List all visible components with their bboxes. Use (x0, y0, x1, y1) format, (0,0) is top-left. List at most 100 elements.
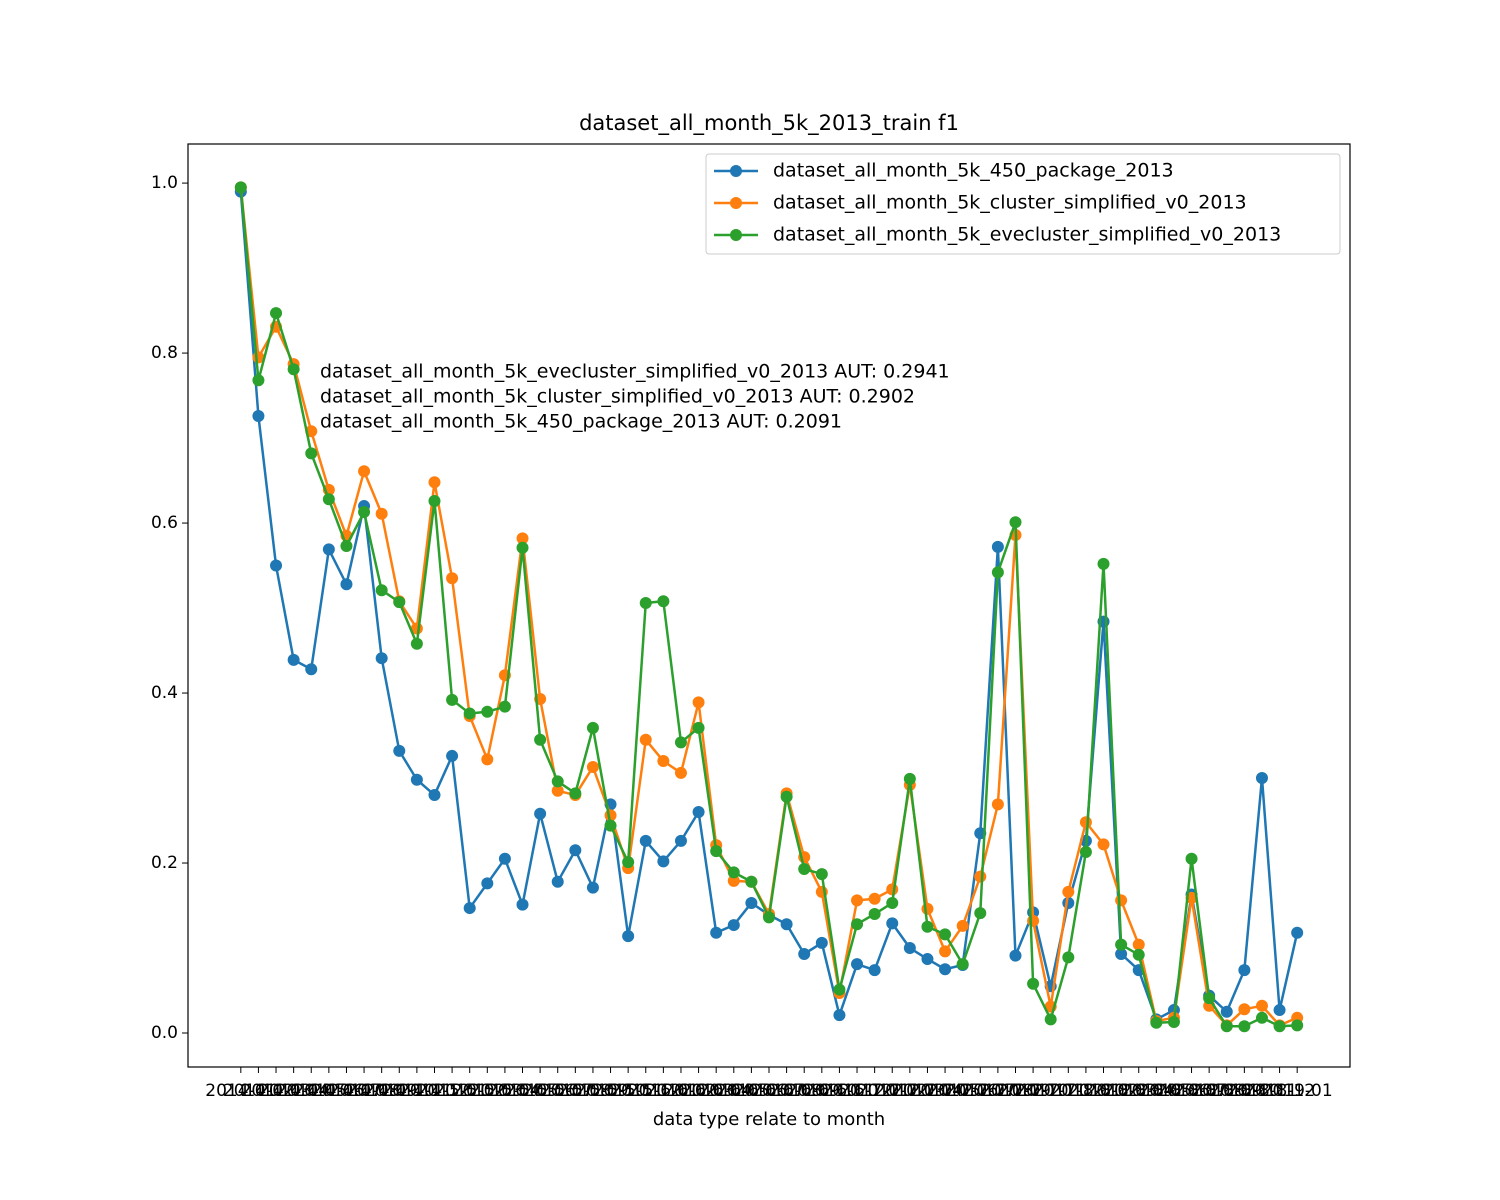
data-point (1255, 1011, 1268, 1024)
data-point (358, 465, 371, 478)
data-point (886, 917, 899, 930)
data-point (903, 772, 916, 785)
data-point (1238, 964, 1251, 977)
y-tick-label: 1.0 (151, 173, 178, 193)
data-point (780, 918, 793, 931)
data-point (974, 907, 987, 920)
data-point (1273, 1004, 1286, 1017)
data-point (657, 755, 670, 768)
data-point (1044, 1013, 1057, 1026)
data-point (622, 856, 635, 869)
x-tick-label: 2016-03 (663, 1081, 734, 1101)
data-point (586, 721, 599, 734)
data-point (516, 898, 529, 911)
data-point (393, 744, 406, 757)
data-point (305, 447, 318, 460)
data-point (639, 733, 652, 746)
x-tick-label: 2015-12 (610, 1081, 681, 1101)
data-point (393, 596, 406, 609)
data-point (692, 806, 705, 819)
data-point (921, 920, 934, 933)
data-point (463, 902, 476, 915)
x-tick-label: 2016-07 (733, 1081, 804, 1101)
data-point (375, 507, 388, 520)
data-point (463, 707, 476, 720)
data-point (410, 637, 423, 650)
x-tick-label: 2016-06 (716, 1081, 787, 1101)
data-point (305, 663, 318, 676)
data-point (1062, 951, 1075, 964)
data-point (903, 942, 916, 955)
data-point (815, 936, 828, 949)
data-point (1062, 885, 1075, 898)
data-point (710, 926, 723, 939)
x-tick-label: 2017-01 (839, 1081, 910, 1101)
x-tick-label: 2016-02 (645, 1081, 716, 1101)
x-tick-label: 2018-01 (1050, 1081, 1121, 1101)
data-point (1009, 516, 1022, 529)
data-point (551, 784, 564, 797)
data-point (798, 862, 811, 875)
data-point (833, 983, 846, 996)
x-tick-label: 2019-01 (1262, 1081, 1333, 1101)
x-tick-label: 2018-02 (1068, 1081, 1139, 1101)
legend-label: dataset_all_month_5k_cluster_simplified_… (773, 192, 1247, 214)
data-point (727, 866, 740, 879)
data-point (745, 896, 758, 909)
data-point (481, 705, 494, 718)
data-point (657, 855, 670, 868)
data-point (287, 363, 300, 376)
data-point (1291, 926, 1304, 939)
data-point (868, 964, 881, 977)
x-tick-label: 2016-01 (628, 1081, 699, 1101)
data-point (674, 766, 687, 779)
data-point (939, 945, 952, 958)
data-point (410, 773, 423, 786)
data-point (745, 875, 758, 888)
plot-frame (187, 143, 1351, 1068)
data-point (446, 572, 459, 585)
legend-box (705, 153, 1341, 255)
data-point (710, 845, 723, 858)
legend-marker (730, 165, 742, 177)
legend-marker (730, 197, 742, 209)
x-tick-label: 2017-12 (1033, 1081, 1104, 1101)
x-tick-label: 2018-03 (1086, 1081, 1157, 1101)
data-point (1220, 1020, 1233, 1033)
data-point (833, 1009, 846, 1022)
x-tick-label: 2015-03 (452, 1081, 523, 1101)
data-point (886, 896, 899, 909)
x-tick-label: 2014-10 (364, 1081, 435, 1101)
x-tick-label: 2014-02 (223, 1081, 294, 1101)
data-point (516, 541, 529, 554)
data-point (991, 798, 1004, 811)
data-point (1132, 938, 1145, 951)
x-tick-label: 2018-11 (1226, 1081, 1297, 1101)
data-point (1079, 816, 1092, 829)
x-tick-label: 2014-03 (241, 1081, 312, 1101)
data-point (252, 409, 265, 422)
y-tick-label: 0.4 (151, 683, 178, 703)
x-tick-label: 2016-12 (822, 1081, 893, 1101)
x-tick-label: 2017-08 (962, 1081, 1033, 1101)
data-point (270, 559, 283, 572)
x-tick-label: 2016-04 (681, 1081, 752, 1101)
data-point (727, 919, 740, 932)
data-point (1203, 992, 1216, 1005)
x-tick-label: 2016-09 (769, 1081, 840, 1101)
x-tick-label: 2017-10 (998, 1081, 1069, 1101)
x-tick-label: 2016-05 (698, 1081, 769, 1101)
data-point (1115, 947, 1128, 960)
x-tick-label: 2014-04 (258, 1081, 329, 1101)
y-tick-label: 0.2 (151, 853, 178, 873)
data-point (340, 540, 353, 553)
data-point (446, 749, 459, 762)
data-point (252, 374, 265, 387)
data-point (481, 753, 494, 766)
x-tick-label: 2017-04 (892, 1081, 963, 1101)
data-point (516, 532, 529, 545)
x-tick-label: 2018-09 (1191, 1081, 1262, 1101)
x-tick-label: 2017-07 (945, 1081, 1016, 1101)
data-point (481, 877, 494, 890)
data-point (551, 875, 564, 888)
